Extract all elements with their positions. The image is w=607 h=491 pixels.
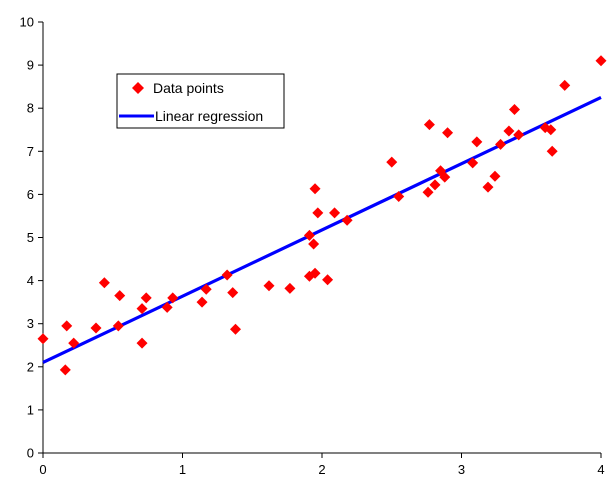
x-tick-label: 3 bbox=[458, 462, 465, 477]
axes: 0 1 2 3 4 5 6 7 8 9 10 0 1 2 3 4 bbox=[20, 15, 605, 478]
data-point bbox=[423, 119, 435, 131]
data-point bbox=[263, 280, 275, 292]
data-point bbox=[112, 320, 124, 332]
data-point bbox=[37, 333, 49, 345]
data-point bbox=[341, 214, 353, 226]
y-tick-label: 2 bbox=[27, 359, 34, 374]
legend: Data points Linear regression bbox=[116, 73, 285, 129]
data-point bbox=[59, 364, 71, 376]
plot-series bbox=[37, 55, 607, 376]
data-point bbox=[227, 287, 239, 299]
legend-box bbox=[116, 73, 285, 129]
data-point bbox=[329, 207, 341, 219]
data-point bbox=[221, 269, 233, 281]
data-point bbox=[595, 55, 607, 67]
y-tick-label: 9 bbox=[27, 58, 34, 73]
data-point bbox=[393, 191, 405, 203]
data-point bbox=[545, 124, 557, 136]
data-point bbox=[161, 301, 173, 313]
data-point bbox=[509, 103, 521, 115]
y-tick-label: 1 bbox=[27, 402, 34, 417]
y-tick-label: 5 bbox=[27, 230, 34, 245]
x-tick-label: 1 bbox=[179, 462, 186, 477]
x-tick-label: 2 bbox=[318, 462, 325, 477]
data-point bbox=[489, 170, 501, 182]
data-point bbox=[284, 282, 296, 294]
data-point bbox=[546, 145, 558, 157]
data-point bbox=[68, 337, 80, 349]
data-point bbox=[495, 138, 507, 150]
y-tick-label: 10 bbox=[20, 15, 34, 30]
data-point bbox=[471, 136, 483, 148]
legend-label-data-points: Data points bbox=[153, 80, 224, 96]
legend-marker-data-points bbox=[132, 82, 144, 94]
y-tick-label: 6 bbox=[27, 187, 34, 202]
data-point bbox=[503, 125, 515, 137]
data-point bbox=[429, 179, 441, 191]
data-point bbox=[467, 157, 479, 169]
data-point bbox=[98, 277, 110, 289]
data-point bbox=[114, 290, 126, 302]
data-point bbox=[308, 238, 320, 250]
data-point bbox=[303, 229, 315, 241]
data-point bbox=[312, 207, 324, 219]
data-point bbox=[136, 337, 148, 349]
data-point bbox=[136, 303, 148, 315]
y-tick-label: 0 bbox=[27, 446, 34, 461]
data-point bbox=[61, 320, 73, 332]
data-point bbox=[200, 283, 212, 295]
data-point bbox=[167, 292, 179, 304]
data-point bbox=[386, 156, 398, 168]
data-point bbox=[559, 79, 571, 91]
data-point bbox=[513, 129, 525, 141]
data-point bbox=[439, 171, 451, 183]
y-tick-label: 3 bbox=[27, 316, 34, 331]
y-tick-label: 8 bbox=[27, 101, 34, 116]
y-tick-label: 7 bbox=[27, 144, 34, 159]
data-point bbox=[309, 267, 321, 279]
data-point bbox=[442, 127, 454, 139]
data-point bbox=[230, 323, 242, 335]
legend-label-linear-regression: Linear regression bbox=[155, 108, 263, 124]
data-point bbox=[309, 183, 321, 195]
data-point bbox=[90, 322, 102, 334]
regression-line bbox=[42, 95, 602, 364]
data-point bbox=[196, 296, 208, 308]
data-point bbox=[140, 292, 152, 304]
data-point bbox=[422, 186, 434, 198]
x-tick-label: 4 bbox=[597, 462, 604, 477]
y-tick-label: 4 bbox=[27, 273, 34, 288]
x-tick-label: 0 bbox=[39, 462, 46, 477]
data-point bbox=[482, 181, 494, 193]
data-point bbox=[322, 274, 334, 286]
